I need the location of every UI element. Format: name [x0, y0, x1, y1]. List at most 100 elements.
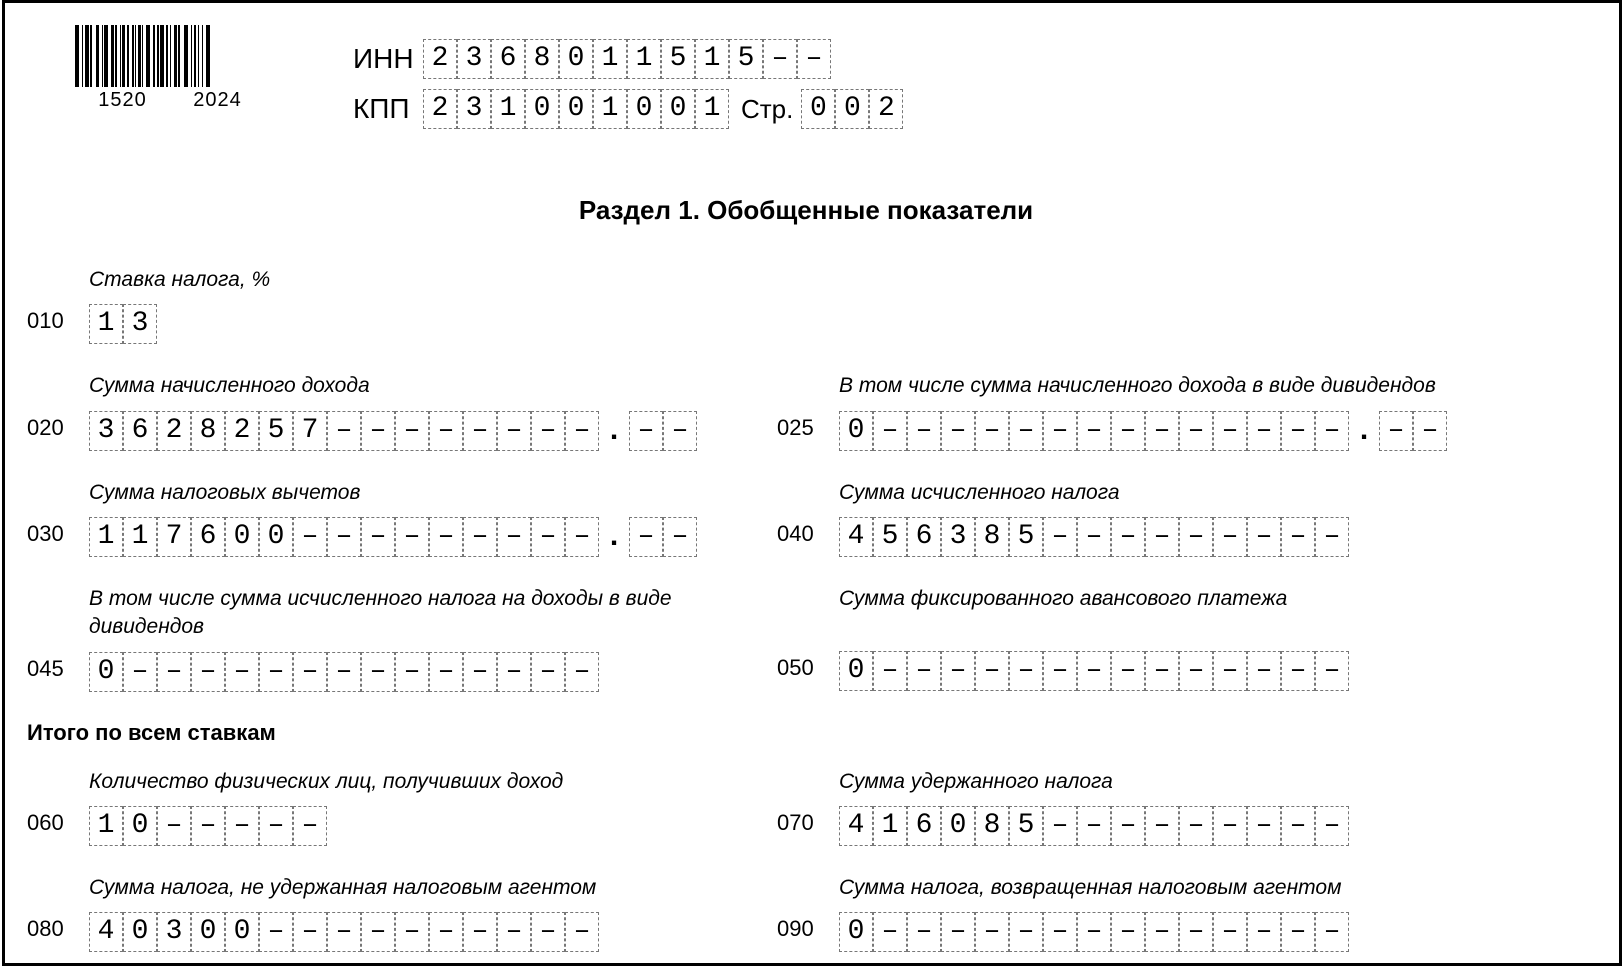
cell: 1: [89, 806, 123, 846]
page-number-cells: 002: [801, 89, 903, 129]
cell: –: [1315, 912, 1349, 952]
cell: –: [395, 912, 429, 952]
cell: 5: [661, 39, 695, 79]
label-045: В том числе сумма исчисленного налога на…: [89, 585, 777, 642]
cell: 3: [157, 912, 191, 952]
cell: 0: [225, 517, 259, 557]
cells-020: 3628257––––––––.––: [89, 411, 697, 451]
code-045: 045: [27, 656, 89, 688]
cell: –: [293, 806, 327, 846]
cell: 0: [839, 651, 873, 691]
cell: 8: [191, 411, 225, 451]
cell: –: [395, 652, 429, 692]
cells-045: 0––––––––––––––: [89, 652, 599, 692]
cell: –: [531, 517, 565, 557]
cell: 5: [1009, 806, 1043, 846]
cell: 2: [869, 89, 903, 129]
cell: –: [361, 652, 395, 692]
cell: –: [531, 912, 565, 952]
cell: 4: [839, 517, 873, 557]
cell: –: [157, 806, 191, 846]
cell: –: [123, 652, 157, 692]
cell: –: [293, 912, 327, 952]
code-080: 080: [27, 916, 89, 948]
decimal-separator: .: [599, 413, 629, 449]
cell: 4: [89, 912, 123, 952]
cell: 1: [873, 806, 907, 846]
code-020: 020: [27, 415, 89, 447]
cell: –: [1111, 517, 1145, 557]
cell: –: [1145, 411, 1179, 451]
cell: –: [565, 652, 599, 692]
cell: –: [975, 411, 1009, 451]
id-lines: ИНН 2368011515–– КПП 231001001 Стр. 002: [353, 25, 903, 139]
cell: 0: [941, 806, 975, 846]
cell: –: [1315, 806, 1349, 846]
label-060: Количество физических лиц, получивших до…: [89, 768, 777, 796]
cell: 0: [559, 39, 593, 79]
cells-050: 0––––––––––––––: [839, 651, 1349, 691]
cells-010: 13: [89, 304, 157, 344]
cell: 3: [457, 39, 491, 79]
cell: –: [1247, 517, 1281, 557]
cell: –: [873, 651, 907, 691]
cell: –: [1281, 651, 1315, 691]
cell: –: [1179, 411, 1213, 451]
cell: –: [1145, 806, 1179, 846]
cell: –: [1043, 651, 1077, 691]
cell: –: [1179, 517, 1213, 557]
cell: –: [1145, 912, 1179, 952]
cell: 0: [123, 912, 157, 952]
cell: –: [1247, 912, 1281, 952]
barcode-numbers: 1520 2024: [75, 89, 303, 112]
cell: –: [629, 411, 663, 451]
page-number-label: Стр.: [741, 94, 793, 125]
cell: 1: [123, 517, 157, 557]
cell: 0: [559, 89, 593, 129]
cell: 2: [423, 89, 457, 129]
cell: 0: [259, 517, 293, 557]
cell: –: [1145, 517, 1179, 557]
cell: –: [1247, 651, 1281, 691]
label-030: Сумма налоговых вычетов: [89, 479, 777, 507]
cell: –: [1077, 411, 1111, 451]
code-030: 030: [27, 521, 89, 553]
barcode-number-left: 1520: [75, 89, 170, 112]
cell: –: [361, 912, 395, 952]
cell: 0: [627, 89, 661, 129]
cell: 0: [225, 912, 259, 952]
cell: 2: [157, 411, 191, 451]
cell: –: [191, 806, 225, 846]
cell: 0: [839, 411, 873, 451]
cell: –: [1315, 517, 1349, 557]
cell: –: [1281, 806, 1315, 846]
cell: –: [1247, 806, 1281, 846]
cell: 3: [89, 411, 123, 451]
cell: –: [1213, 517, 1247, 557]
row-045-050: В том числе сумма исчисленного налога на…: [27, 585, 1589, 692]
cell: 6: [907, 517, 941, 557]
cells-090: 0––––––––––––––: [839, 912, 1349, 952]
cell: –: [1281, 517, 1315, 557]
cell: –: [1213, 411, 1247, 451]
cell: –: [907, 651, 941, 691]
cell: –: [225, 652, 259, 692]
label-050: Сумма фиксированного авансового платежа: [839, 585, 1527, 641]
cell: –: [975, 912, 1009, 952]
cells-080: 40300––––––––––: [89, 912, 599, 952]
cells-030: 117600–––––––––.––: [89, 517, 697, 557]
label-025: В том числе сумма начисленного дохода в …: [839, 372, 1527, 400]
row-020-025: Сумма начисленного дохода 020 3628257–––…: [27, 372, 1589, 450]
cell: 1: [491, 89, 525, 129]
label-020: Сумма начисленного дохода: [89, 372, 777, 400]
form-area: Ставка налога, % 010 13 Сумма начисленно…: [23, 266, 1589, 952]
cell: –: [1043, 912, 1077, 952]
cell: –: [1111, 651, 1145, 691]
cell: –: [907, 411, 941, 451]
cell: –: [941, 651, 975, 691]
cell: 0: [661, 89, 695, 129]
cells-040: 456385–––––––––: [839, 517, 1349, 557]
code-090: 090: [777, 916, 839, 948]
cell: –: [629, 517, 663, 557]
kpp-label: КПП: [353, 93, 423, 125]
